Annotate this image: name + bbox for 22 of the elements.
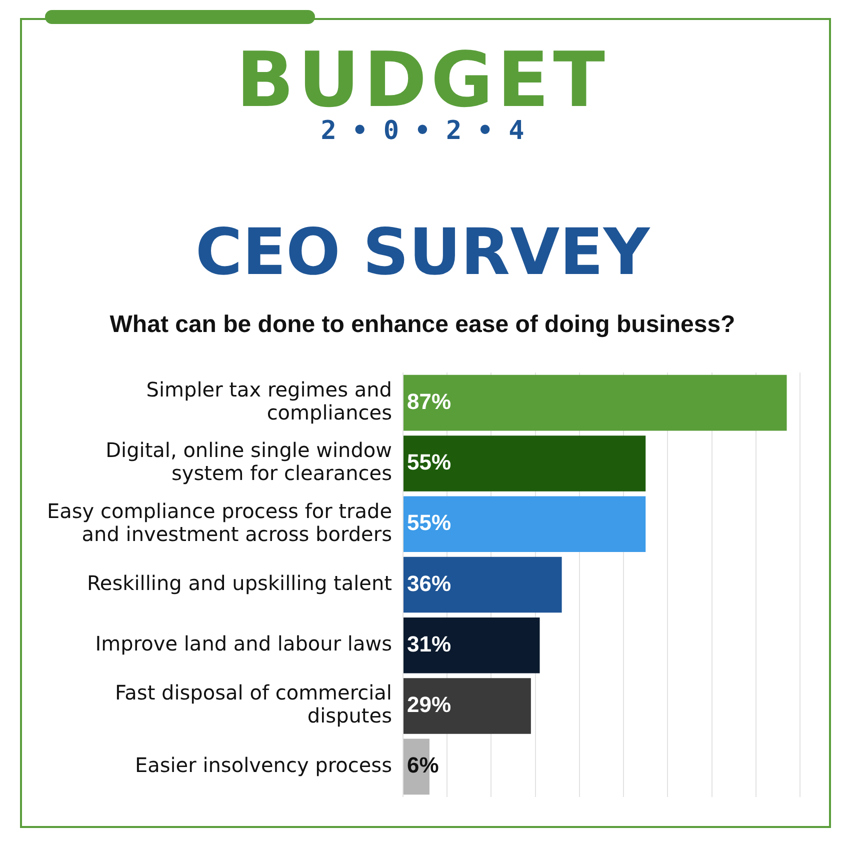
bar xyxy=(404,374,787,431)
data-label: 36% xyxy=(407,570,452,596)
data-label: 6% xyxy=(407,752,439,778)
bar xyxy=(404,617,540,674)
y-tick-label: Reskilling and upskilling talent xyxy=(86,570,392,595)
y-tick-label: Easier insolvency process xyxy=(134,752,392,777)
bar xyxy=(404,496,646,552)
text: What can be done to enhance ease of doing business? xyxy=(108,310,736,340)
bar xyxy=(404,556,562,613)
data-label: 29% xyxy=(407,692,452,718)
data-label: 55% xyxy=(407,510,452,536)
y-tick-label: Improve land and labour laws xyxy=(95,632,392,656)
data-label: 87% xyxy=(407,388,452,414)
data-label: 55% xyxy=(407,450,452,475)
bar xyxy=(404,436,646,492)
y-tick-label: Fast disposal of commercial disputes xyxy=(114,680,392,728)
text: CEO SURVEY xyxy=(194,215,652,291)
y-tick-label: Digital, online single window system for clearances xyxy=(106,438,392,486)
y-tick-label: Simpler tax regimes and compliances xyxy=(146,378,392,425)
data-label: 31% xyxy=(407,631,452,656)
y-tick-label: Easy compliance process for trade and investment across borders xyxy=(46,498,392,546)
bar xyxy=(404,678,531,734)
